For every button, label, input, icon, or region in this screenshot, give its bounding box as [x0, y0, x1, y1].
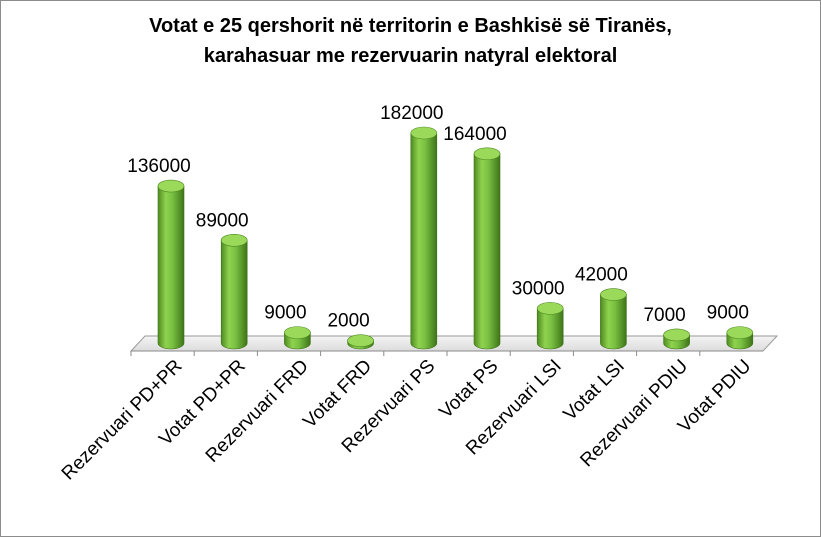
bar-cap-8 [600, 288, 627, 301]
data-label-10: 9000 [707, 303, 749, 324]
bar-9 [663, 328, 690, 350]
bar-body-8 [600, 294, 627, 350]
bar-7 [536, 302, 564, 350]
chart-title-line-2: karahasuar me rezervuarin natyral elekto… [203, 45, 618, 67]
data-label-2: 89000 [196, 210, 249, 231]
bar-cap-5 [410, 126, 438, 140]
bar-1 [157, 179, 185, 350]
data-label-8: 42000 [575, 265, 628, 286]
bar-body-7 [536, 308, 564, 350]
data-label-5: 182000 [380, 103, 443, 124]
bar-cap-3 [284, 326, 311, 339]
category-label-9: Rezervuari PDIU [576, 356, 692, 472]
data-label-4: 2000 [327, 311, 369, 332]
bar-cap-4 [347, 334, 374, 347]
data-label-6: 164000 [443, 124, 506, 145]
bar-6 [473, 147, 501, 350]
chart-title-line-1: Votat e 25 qershorit në territorin e Bas… [149, 15, 672, 37]
data-label-3: 9000 [264, 303, 306, 324]
bar-cap-9 [663, 328, 690, 342]
bar-body-6 [473, 153, 501, 350]
bar-cap-7 [536, 302, 564, 315]
data-label-7: 30000 [512, 278, 565, 299]
bar-3 [284, 326, 311, 350]
bar-cap-10 [726, 326, 754, 339]
bar-cap-2 [220, 234, 248, 247]
chart-title: Votat e 25 qershorit në territorin e Bas… [1, 11, 820, 71]
data-label-1: 136000 [127, 156, 190, 177]
category-label-1: Rezervuari PD+PR [58, 356, 187, 485]
bar-10 [726, 326, 754, 350]
bar-cap-1 [157, 179, 185, 193]
bar-5 [410, 126, 438, 350]
bar-2 [220, 234, 248, 350]
bar-8 [600, 288, 627, 350]
bar-body-2 [220, 240, 248, 350]
bar-cap-6 [473, 147, 501, 161]
bar-body-5 [410, 132, 438, 350]
bar-4 [347, 334, 374, 350]
data-label-9: 7000 [643, 305, 685, 326]
bar-body-1 [157, 185, 185, 350]
